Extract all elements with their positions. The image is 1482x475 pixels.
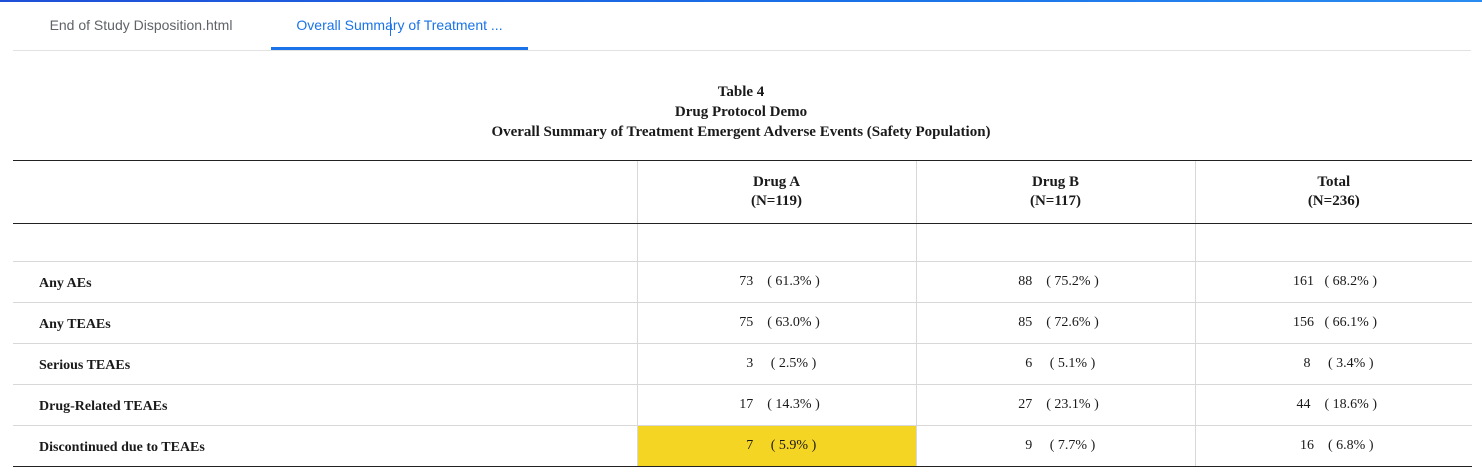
percent: ( 66.1% ) [1324, 315, 1378, 330]
count: 73 [739, 274, 754, 289]
col-n: (N=117) [1029, 193, 1082, 209]
cell-total[interactable]: 44 ( 18.6% ) [1194, 384, 1472, 426]
cell-drug-a-highlighted[interactable]: 7 ( 5.9% ) [636, 425, 916, 467]
cell-drug-b[interactable]: 6 ( 5.1% ) [915, 343, 1195, 385]
percent: ( 63.0% ) [767, 315, 820, 330]
cell-drug-a[interactable]: 17 ( 14.3% ) [636, 384, 916, 426]
table-header-row: Drug A (N=119) Drug B (N=117) Total (N=2… [13, 160, 1472, 224]
tab-bar: End of Study Disposition.html Overall Su… [13, 2, 1471, 51]
count: 6 [1025, 356, 1033, 371]
count: 161 [1293, 274, 1314, 289]
cell-total[interactable]: 161 ( 68.2% ) [1194, 261, 1472, 303]
report-title-block: Table 4 Drug Protocol Demo Overall Summa… [0, 82, 1482, 142]
count: 9 [1025, 438, 1033, 453]
table-title: Overall Summary of Treatment Emergent Ad… [491, 124, 991, 140]
cell-drug-a[interactable]: 73 ( 61.3% ) [636, 261, 916, 303]
protocol-title: Drug Protocol Demo [674, 104, 808, 120]
cell-total[interactable]: 8 ( 3.4% ) [1194, 343, 1472, 385]
tab-end-of-study-disposition[interactable]: End of Study Disposition.html [49, 17, 233, 33]
table-row: Drug-Related TEAEs 17 ( 14.3% ) 27 ( 23.1%… [13, 384, 1472, 426]
cell-drug-b[interactable]: 85 ( 72.6% ) [915, 302, 1195, 344]
percent: ( 6.8% ) [1328, 438, 1374, 453]
text-cursor [390, 17, 391, 36]
row-label: Serious TEAEs [13, 343, 637, 385]
header-total: Total (N=236) [1194, 160, 1472, 224]
row-label: Drug-Related TEAEs [13, 384, 637, 426]
percent: ( 2.5% ) [770, 356, 817, 371]
count: 156 [1293, 315, 1314, 330]
count: 17 [739, 397, 754, 412]
count: 88 [1018, 274, 1033, 289]
count: 27 [1018, 397, 1033, 412]
table-row: Any AEs 73 ( 61.3% ) 88 ( 75.2% ) 161 ( 68.… [13, 261, 1472, 303]
count: 7 [746, 438, 754, 453]
percent: ( 3.4% ) [1328, 356, 1374, 371]
cell-drug-b[interactable]: 27 ( 23.1% ) [915, 384, 1195, 426]
report-table: Drug A (N=119) Drug B (N=117) Total (N=2… [13, 160, 1472, 467]
percent: ( 61.3% ) [767, 274, 820, 289]
col-n: (N=236) [1307, 193, 1360, 209]
percent: ( 7.7% ) [1049, 438, 1096, 453]
cell-drug-a[interactable]: 3 ( 2.5% ) [636, 343, 916, 385]
col-name: Drug B [1031, 174, 1080, 190]
row-label: Any AEs [13, 261, 637, 303]
count: 85 [1018, 315, 1033, 330]
table-row: Serious TEAEs 3 ( 2.5% ) 6 ( 5.1% ) 8 ( 3.4… [13, 343, 1472, 385]
percent: ( 68.2% ) [1324, 274, 1378, 289]
cell-drug-b[interactable]: 9 ( 7.7% ) [915, 425, 1195, 467]
percent: ( 5.1% ) [1049, 356, 1096, 371]
percent: ( 18.6% ) [1324, 397, 1378, 412]
row-label: Discontinued due to TEAEs [13, 425, 637, 467]
header-blank [13, 160, 637, 224]
spacer-row [13, 223, 1472, 262]
percent: ( 5.9% ) [770, 438, 817, 453]
header-drug-a: Drug A (N=119) [636, 160, 916, 224]
col-name: Total [1317, 174, 1351, 190]
row-label: Any TEAEs [13, 302, 637, 344]
percent: ( 72.6% ) [1046, 315, 1099, 330]
cell-drug-b[interactable]: 88 ( 75.2% ) [915, 261, 1195, 303]
cell-total[interactable]: 156 ( 66.1% ) [1194, 302, 1472, 344]
percent: ( 75.2% ) [1046, 274, 1099, 289]
count: 16 [1300, 438, 1314, 453]
col-n: (N=119) [750, 193, 803, 209]
count: 75 [739, 315, 754, 330]
tab-overall-summary[interactable]: Overall Summary of Treatment ... [271, 2, 528, 50]
count: 44 [1296, 397, 1311, 412]
table-row: Discontinued due to TEAEs 7 ( 5.9% ) 9 ( 7… [13, 425, 1472, 467]
col-name: Drug A [752, 174, 801, 190]
percent: ( 23.1% ) [1046, 397, 1099, 412]
top-accent-line [0, 0, 1482, 2]
cell-total[interactable]: 16 ( 6.8% ) [1194, 425, 1472, 467]
table-row: Any TEAEs 75 ( 63.0% ) 85 ( 72.6% ) 156 ( 6… [13, 302, 1472, 344]
percent: ( 14.3% ) [767, 397, 820, 412]
header-drug-b: Drug B (N=117) [915, 160, 1195, 224]
count: 3 [746, 356, 754, 371]
cell-drug-a[interactable]: 75 ( 63.0% ) [636, 302, 916, 344]
count: 8 [1303, 356, 1311, 371]
table-number: Table 4 [717, 84, 765, 100]
